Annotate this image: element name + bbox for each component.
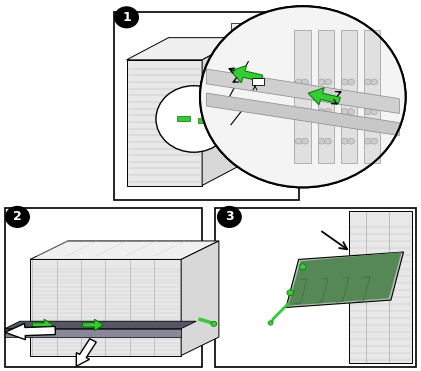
Polygon shape — [127, 37, 244, 60]
Circle shape — [318, 109, 325, 115]
Circle shape — [365, 79, 371, 85]
Text: 2: 2 — [13, 210, 22, 223]
Circle shape — [325, 138, 331, 144]
Circle shape — [348, 109, 354, 115]
Circle shape — [371, 79, 378, 85]
Polygon shape — [30, 241, 219, 259]
Circle shape — [341, 138, 348, 144]
Bar — [30, 259, 181, 355]
Polygon shape — [83, 319, 103, 331]
Circle shape — [200, 6, 405, 187]
Circle shape — [115, 7, 139, 28]
Polygon shape — [206, 93, 400, 136]
Circle shape — [301, 138, 308, 144]
Circle shape — [295, 109, 302, 115]
Bar — [317, 30, 334, 163]
Circle shape — [365, 109, 371, 115]
Circle shape — [371, 109, 378, 115]
Circle shape — [211, 321, 217, 326]
Circle shape — [299, 264, 306, 270]
Polygon shape — [5, 321, 196, 329]
Polygon shape — [76, 339, 96, 366]
Bar — [341, 30, 357, 163]
Polygon shape — [288, 252, 401, 306]
Bar — [5, 208, 202, 367]
Bar — [232, 23, 253, 45]
Text: 3: 3 — [225, 210, 234, 223]
Polygon shape — [308, 88, 340, 105]
Circle shape — [156, 86, 232, 152]
Circle shape — [295, 79, 302, 85]
Polygon shape — [202, 37, 244, 186]
Circle shape — [348, 138, 354, 144]
Circle shape — [325, 79, 331, 85]
Bar — [177, 116, 189, 121]
Polygon shape — [181, 241, 219, 355]
Circle shape — [301, 109, 308, 115]
Circle shape — [318, 138, 325, 144]
Circle shape — [341, 79, 348, 85]
Polygon shape — [5, 329, 181, 337]
Circle shape — [301, 79, 308, 85]
Circle shape — [287, 290, 293, 296]
Circle shape — [371, 138, 378, 144]
Circle shape — [341, 109, 348, 115]
Bar — [252, 78, 264, 85]
Bar — [349, 211, 412, 363]
Circle shape — [318, 79, 325, 85]
Circle shape — [268, 321, 273, 325]
Polygon shape — [5, 324, 56, 340]
Polygon shape — [32, 319, 53, 331]
Circle shape — [200, 6, 405, 187]
Polygon shape — [206, 69, 400, 114]
Bar — [294, 30, 311, 163]
Bar — [114, 12, 298, 200]
Bar — [198, 118, 210, 123]
Text: 1: 1 — [122, 11, 131, 24]
Circle shape — [218, 207, 241, 227]
Polygon shape — [231, 65, 263, 83]
Circle shape — [348, 79, 354, 85]
Circle shape — [365, 138, 371, 144]
Circle shape — [295, 138, 302, 144]
Bar — [127, 60, 202, 186]
Polygon shape — [286, 252, 403, 308]
Circle shape — [325, 109, 331, 115]
Bar — [364, 30, 381, 163]
Bar — [215, 208, 416, 367]
Circle shape — [6, 207, 29, 227]
